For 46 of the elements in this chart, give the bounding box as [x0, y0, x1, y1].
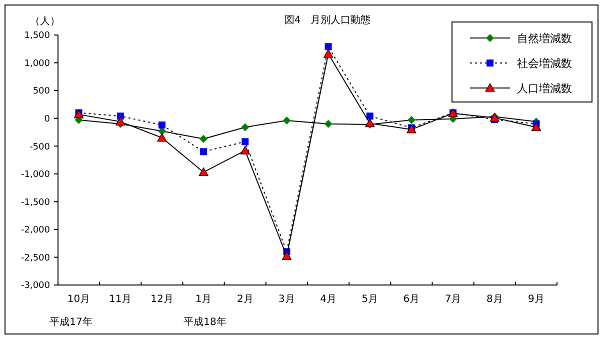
point: [324, 43, 332, 50]
x-tick-label: 11月: [109, 294, 132, 305]
y-axis-title: （人）: [30, 16, 60, 27]
point: [157, 132, 167, 142]
y-tick-label: 500: [32, 86, 50, 97]
point: [282, 116, 291, 125]
point: [242, 138, 249, 146]
point: [198, 167, 208, 176]
point: [407, 116, 416, 124]
point: [531, 122, 542, 132]
y-tick-label: 1,000: [24, 58, 50, 69]
text: 平成17年: [50, 316, 92, 328]
x-tick-label: 4月: [320, 294, 336, 305]
legend-label: 自然増減数: [517, 32, 572, 45]
x-tick-label: 2月: [236, 294, 254, 305]
point: [240, 146, 250, 154]
y-tick-label: -500: [30, 142, 50, 152]
x-tick-label: 7月: [444, 294, 462, 305]
y-tick-label: -3,000: [20, 281, 50, 292]
y-tick-label: -1,000: [20, 170, 50, 180]
x-tick-label: 6月: [403, 294, 420, 305]
y-tick-label: 1,500: [24, 31, 50, 42]
point: [241, 123, 250, 132]
x-tick-label: 8月: [486, 294, 503, 305]
x-tick-label: 3月: [278, 294, 295, 305]
point: [200, 134, 208, 143]
point: [116, 116, 126, 126]
point: [158, 122, 166, 128]
x-tick-label: 5月: [362, 294, 378, 305]
point: [323, 49, 334, 58]
x-tick-label: 10月: [67, 294, 90, 305]
legend-label: 社会増減数: [517, 56, 572, 70]
y-tick-label: -2,000: [20, 226, 50, 236]
x-tick-label: 1月: [195, 294, 212, 305]
point: [366, 112, 374, 120]
point: [200, 148, 208, 156]
y-tick-label: -2,500: [20, 253, 50, 264]
text: 平成18年: [184, 316, 226, 328]
point: [282, 251, 292, 260]
x-tick-label: 12月: [150, 294, 174, 305]
chart-title: 図4 月別人口動態: [284, 14, 371, 26]
point: [324, 120, 332, 128]
y-tick-label: 0: [44, 114, 50, 124]
legend-label: 人口増減数: [517, 82, 572, 95]
y-tick-label: -1,500: [20, 198, 50, 208]
x-tick-label: 9月: [528, 294, 544, 305]
